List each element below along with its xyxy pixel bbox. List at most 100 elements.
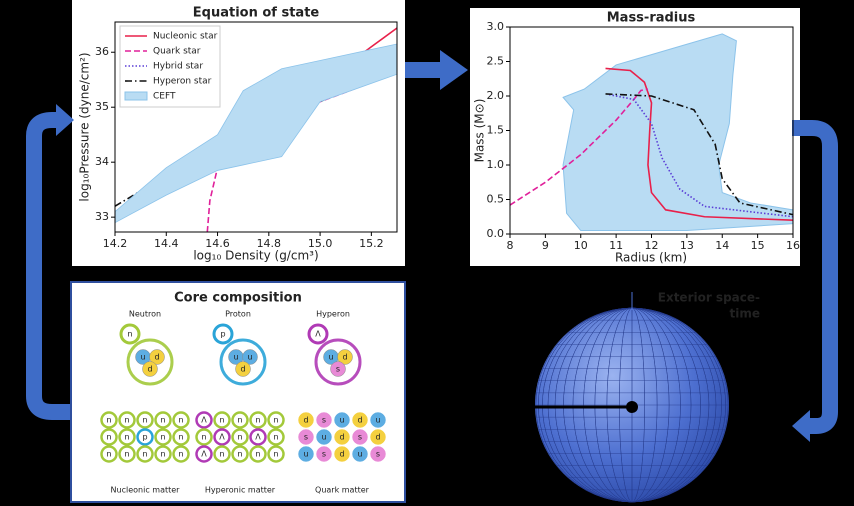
x-axis-label: Radius (km) bbox=[615, 251, 687, 265]
y-axis-label: log₁₀Pressure (dyne/cm²) bbox=[78, 52, 92, 201]
cell-label: n bbox=[273, 416, 278, 425]
particle-symbol: Λ bbox=[315, 330, 321, 339]
matter-label: Quark matter bbox=[315, 486, 370, 495]
cell-label: n bbox=[201, 433, 206, 442]
x-tick-label: 15 bbox=[751, 239, 765, 252]
cell-label: n bbox=[237, 433, 242, 442]
exterior-label: time bbox=[730, 307, 761, 321]
quark-label: d bbox=[154, 353, 159, 362]
legend-label: Nucleonic star bbox=[153, 32, 218, 42]
figure: Core composition Exterior space- time 14… bbox=[0, 0, 854, 506]
particle-label: Neutron bbox=[129, 310, 161, 319]
x-tick-label: 9 bbox=[542, 239, 549, 252]
legend-label: Quark star bbox=[153, 47, 201, 57]
y-tick-label: 2.5 bbox=[487, 55, 505, 68]
cell-label: n bbox=[160, 416, 165, 425]
exterior-label: Exterior space- bbox=[658, 291, 760, 305]
quark-label: u bbox=[140, 353, 145, 362]
quark-label: u bbox=[233, 353, 238, 362]
quark-label: u bbox=[328, 353, 333, 362]
connector-dot bbox=[626, 401, 638, 413]
cell-label: n bbox=[178, 416, 183, 425]
x-tick-label: 10 bbox=[574, 239, 588, 252]
legend-label: CEFT bbox=[153, 92, 176, 102]
cell-label: n bbox=[178, 433, 183, 442]
cell-label: Λ bbox=[201, 416, 207, 425]
cell-label: n bbox=[142, 450, 147, 459]
y-tick-label: 0.0 bbox=[487, 227, 505, 240]
cell-label: s bbox=[322, 450, 326, 459]
cell-label: d bbox=[303, 416, 308, 425]
legend-label: Hyperon star bbox=[153, 77, 212, 87]
y-axis-label: Mass (M⊙) bbox=[473, 99, 487, 163]
cell-label: Λ bbox=[219, 433, 225, 442]
cell-label: d bbox=[339, 450, 344, 459]
quark-label: d bbox=[342, 353, 347, 362]
arrow bbox=[34, 120, 72, 412]
cell-label: s bbox=[304, 433, 308, 442]
y-tick-label: 36 bbox=[95, 45, 109, 58]
matter-label: Hyperonic matter bbox=[205, 486, 276, 495]
cell-label: n bbox=[255, 416, 260, 425]
arrow bbox=[405, 50, 468, 90]
y-tick-label: 1.5 bbox=[487, 124, 505, 137]
cell-label: n bbox=[273, 433, 278, 442]
x-tick-label: 16 bbox=[786, 239, 800, 252]
quark-label: d bbox=[240, 365, 245, 374]
x-axis-label: log₁₀ Density (g/cm³) bbox=[193, 249, 318, 263]
cell-label: n bbox=[219, 450, 224, 459]
y-tick-label: 35 bbox=[95, 100, 109, 113]
cell-label: n bbox=[106, 450, 111, 459]
cell-label: u bbox=[321, 433, 326, 442]
legend-swatch bbox=[125, 92, 147, 100]
cell-label: u bbox=[303, 450, 308, 459]
cell-label: u bbox=[357, 450, 362, 459]
cell-label: s bbox=[376, 450, 380, 459]
cell-label: Λ bbox=[201, 450, 207, 459]
cell-label: s bbox=[322, 416, 326, 425]
cell-label: Λ bbox=[255, 433, 261, 442]
y-tick-label: 33 bbox=[95, 210, 109, 223]
y-tick-label: 3.0 bbox=[487, 20, 505, 33]
cell-label: n bbox=[273, 450, 278, 459]
cell-label: d bbox=[375, 433, 380, 442]
particle-symbol: n bbox=[127, 330, 132, 339]
cell-label: n bbox=[160, 433, 165, 442]
chart-title: Mass-radius bbox=[607, 11, 696, 26]
quark-label: s bbox=[336, 365, 340, 374]
cell-label: n bbox=[237, 416, 242, 425]
arrow-head bbox=[792, 410, 810, 442]
cell-label: u bbox=[339, 416, 344, 425]
arrow-head bbox=[56, 104, 74, 136]
cell-label: p bbox=[142, 433, 147, 442]
x-tick-label: 14.2 bbox=[103, 237, 128, 250]
y-tick-label: 34 bbox=[95, 155, 109, 168]
core-title: Core composition bbox=[174, 291, 302, 306]
y-tick-label: 2.0 bbox=[487, 89, 505, 102]
quark-label: d bbox=[147, 365, 152, 374]
cell-label: n bbox=[237, 450, 242, 459]
quark-label: u bbox=[247, 353, 252, 362]
cell-label: n bbox=[124, 416, 129, 425]
y-tick-label: 1.0 bbox=[487, 158, 505, 171]
cell-label: n bbox=[142, 416, 147, 425]
cell-label: d bbox=[339, 433, 344, 442]
y-tick-label: 0.5 bbox=[487, 193, 505, 206]
x-tick-label: 14.4 bbox=[154, 237, 179, 250]
cell-label: s bbox=[358, 433, 362, 442]
cell-label: n bbox=[106, 416, 111, 425]
x-tick-label: 14 bbox=[715, 239, 729, 252]
cell-label: n bbox=[255, 450, 260, 459]
cell-label: n bbox=[160, 450, 165, 459]
x-tick-label: 15.2 bbox=[359, 237, 384, 250]
cell-label: n bbox=[106, 433, 111, 442]
cell-label: n bbox=[124, 450, 129, 459]
cell-label: n bbox=[219, 416, 224, 425]
particle-label: Hyperon bbox=[316, 310, 350, 319]
chart-title: Equation of state bbox=[193, 6, 320, 21]
cell-label: n bbox=[124, 433, 129, 442]
particle-label: Proton bbox=[225, 310, 251, 319]
x-tick-label: 8 bbox=[507, 239, 514, 252]
particle-symbol: p bbox=[220, 330, 225, 339]
matter-label: Nucleonic matter bbox=[111, 486, 181, 495]
